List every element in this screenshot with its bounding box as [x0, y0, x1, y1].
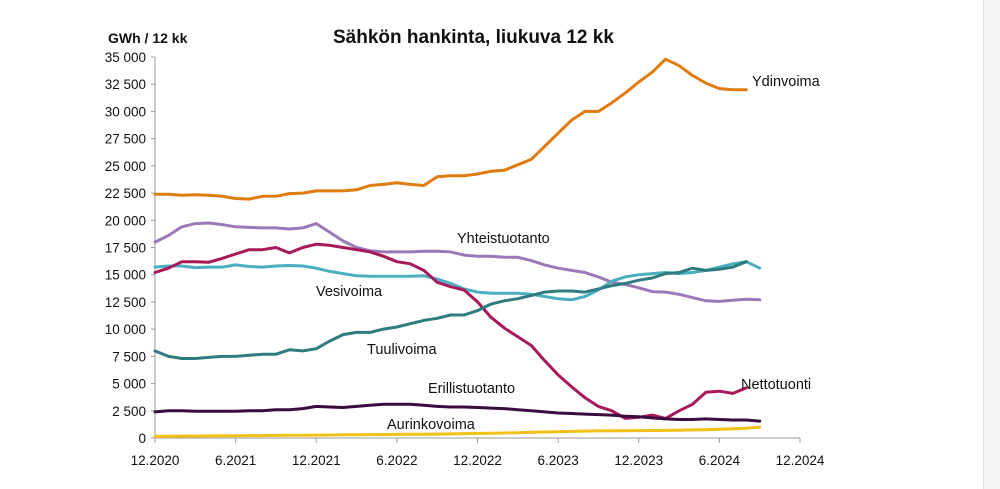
y-tick-label: 22 500 [105, 186, 146, 201]
series-line-erillistuotanto [153, 402, 762, 423]
x-tick-label: 12.2020 [131, 453, 180, 468]
y-tick-label: 25 000 [105, 159, 146, 174]
y-tick-label: 32 500 [105, 77, 146, 92]
series-label-nettotuonti: Nettotuonti [741, 377, 811, 393]
x-tick-label: 6.2021 [215, 453, 256, 468]
x-tick-label: 12.2021 [292, 453, 341, 468]
series-line-vesivoima [153, 260, 762, 302]
series-line-aurinkovoima [153, 425, 762, 438]
series-line-tuulivoima [153, 260, 748, 360]
y-tick-label: 12 500 [105, 295, 146, 310]
y-tick-label: 27 500 [105, 132, 146, 147]
y-tick-label: 2 500 [112, 404, 146, 419]
y-tick-label: 10 000 [105, 322, 146, 337]
x-tick-label: 6.2024 [699, 453, 741, 468]
y-tick-label: 15 000 [105, 268, 146, 283]
y-tick-label: 35 000 [105, 50, 146, 65]
series-label-yhteistuotanto: Yhteistuotanto [457, 231, 550, 247]
series-line-ydinvoima [153, 57, 748, 201]
series-label-ydinvoima: Ydinvoima [752, 74, 821, 90]
page-edge [983, 0, 1000, 489]
series-label-tuulivoima: Tuulivoima [367, 342, 438, 358]
y-tick-label: 20 000 [105, 213, 146, 228]
y-tick-label: 5 000 [112, 377, 146, 392]
x-tick-label: 12.2024 [776, 453, 825, 468]
x-tick-label: 12.2022 [453, 453, 502, 468]
chart-title: Sähkön hankinta, liukuva 12 kk [333, 27, 614, 48]
series-line-yhteistuotanto [153, 221, 762, 303]
y-tick-label: 0 [138, 431, 146, 446]
y-tick-label: 17 500 [105, 241, 146, 256]
series-line-nettotuonti [153, 242, 748, 420]
x-tick-label: 6.2022 [376, 453, 417, 468]
y-tick-label: 30 000 [105, 104, 146, 119]
y-tick-label: 7 500 [112, 349, 146, 364]
series-label-erillistuotanto: Erillistuotanto [428, 381, 515, 397]
series-label-aurinkovoima: Aurinkovoima [387, 417, 476, 433]
series-label-vesivoima: Vesivoima [316, 284, 383, 300]
x-tick-label: 6.2023 [537, 453, 578, 468]
x-tick-label: 12.2023 [614, 453, 663, 468]
y-axis-unit-label: GWh / 12 kk [108, 30, 188, 46]
